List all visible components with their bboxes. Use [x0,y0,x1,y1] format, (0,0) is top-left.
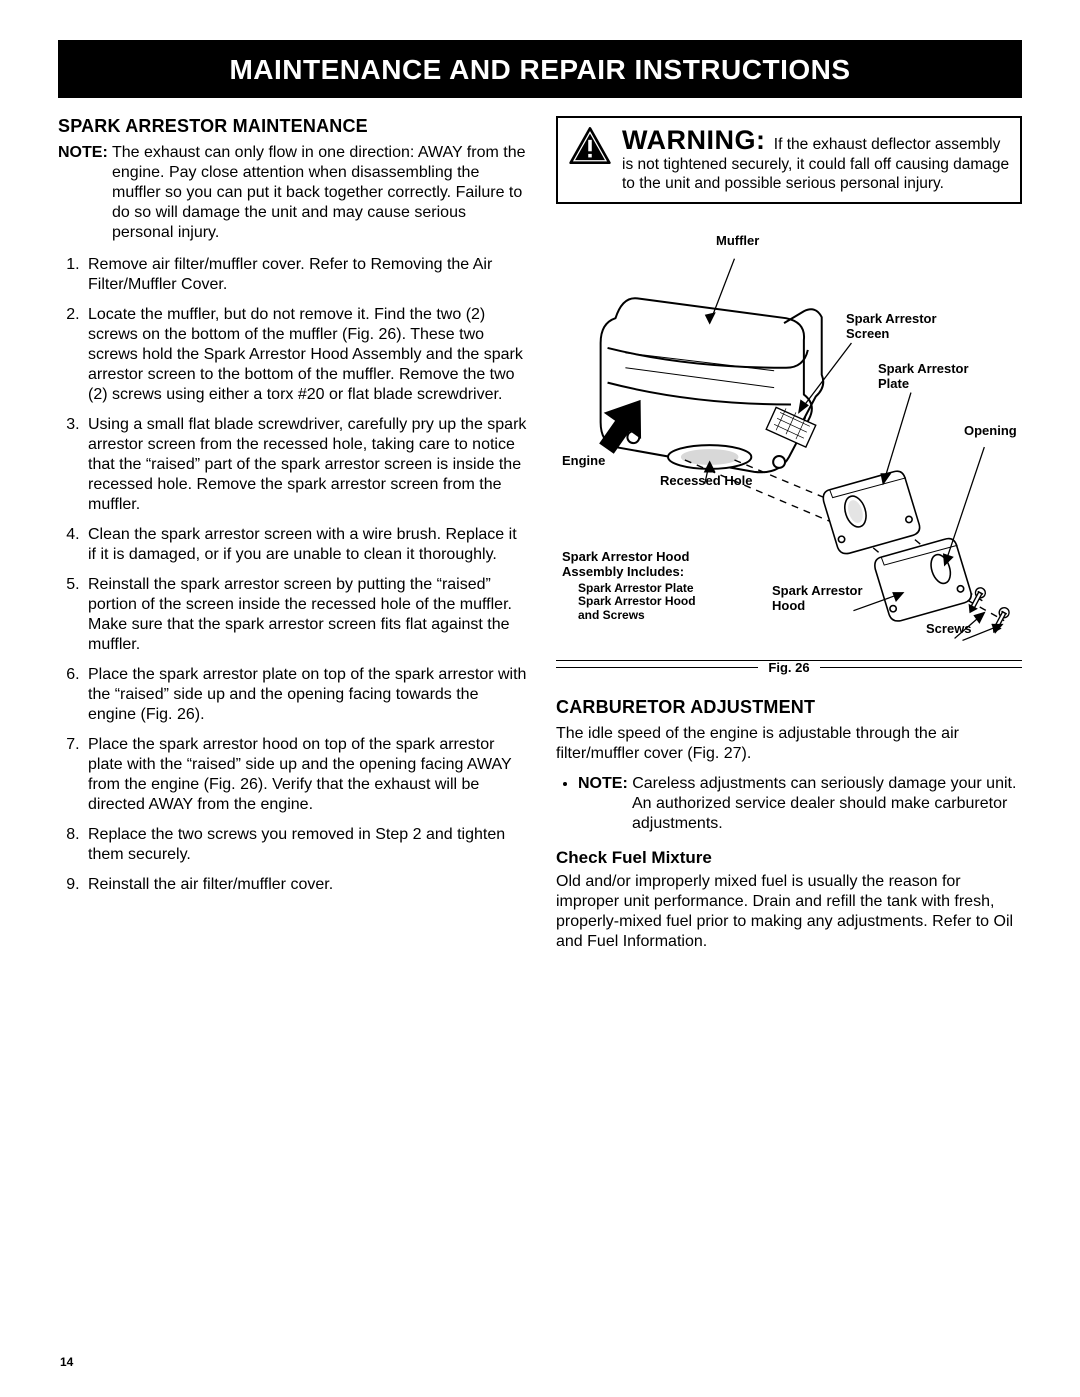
step-item: Locate the muffler, but do not remove it… [84,305,528,405]
step-item: Place the spark arrestor hood on top of … [84,735,528,815]
fig-label-assembly-head: Spark Arrestor Hood Assembly Includes: [562,550,689,580]
spark-arrestor-heading: SPARK ARRESTOR MAINTENANCE [58,116,528,137]
carburetor-heading: CARBURETOR ADJUSTMENT [556,697,1022,718]
step-item: Replace the two screws you removed in St… [84,825,528,865]
left-column: SPARK ARRESTOR MAINTENANCE NOTE: The exh… [58,116,528,962]
carburetor-intro: The idle speed of the engine is adjustab… [556,724,1022,764]
fig-label-recessed-hole: Recessed Hole [660,474,753,489]
step-item: Remove air filter/muffler cover. Refer t… [84,255,528,295]
warning-box: WARNING: If the exhaust deflector assemb… [556,116,1022,204]
check-fuel-mixture-text: Old and/or improperly mixed fuel is usua… [556,872,1022,952]
carburetor-note-item: NOTE: Careless adjustments can seriously… [578,774,1022,834]
fig-label-screws: Screws [926,622,972,637]
step-item: Using a small flat blade screwdriver, ca… [84,415,528,515]
right-column: WARNING: If the exhaust deflector assemb… [556,116,1022,962]
carburetor-note-text: Careless adjustments can seriously damag… [628,775,1017,832]
figure-26: Muffler Spark Arrestor Screen Spark Arre… [556,224,1022,675]
fig-label-engine: Engine [562,454,605,469]
note-text: The exhaust can only flow in one directi… [108,144,526,241]
note-label: NOTE: [58,144,108,161]
warning-text: WARNING: If the exhaust deflector assemb… [622,124,1010,194]
two-column-layout: SPARK ARRESTOR MAINTENANCE NOTE: The exh… [58,116,1022,962]
fig-label-spark-plate: Spark Arrestor Plate [878,362,969,392]
figure-caption-row: Fig. 26 [556,660,1022,675]
warning-triangle-icon [568,124,612,194]
spark-arrestor-note: NOTE: The exhaust can only flow in one d… [58,143,528,243]
check-fuel-mixture-heading: Check Fuel Mixture [556,848,1022,868]
title-bar: MAINTENANCE AND REPAIR INSTRUCTIONS [58,40,1022,98]
figure-caption: Fig. 26 [758,660,819,675]
step-item: Reinstall the air filter/muffler cover. [84,875,528,895]
step-item: Clean the spark arrestor screen with a w… [84,525,528,565]
warning-head: WARNING: [622,125,765,155]
fig-label-muffler: Muffler [716,234,759,249]
step-item: Place the spark arrestor plate on top of… [84,665,528,725]
page-number: 14 [60,1355,73,1369]
fig-label-assembly-list: Spark Arrestor Plate Spark Arrestor Hood… [578,582,696,623]
maintenance-steps-list: Remove air filter/muffler cover. Refer t… [58,255,528,895]
note-label: NOTE: [578,775,628,792]
fig-label-spark-hood: Spark Arrestor Hood [772,584,863,614]
carburetor-note-list: NOTE: Careless adjustments can seriously… [556,774,1022,834]
fig-label-spark-screen: Spark Arrestor Screen [846,312,937,342]
step-item: Reinstall the spark arrestor screen by p… [84,575,528,655]
fig-label-opening: Opening [964,424,1017,439]
